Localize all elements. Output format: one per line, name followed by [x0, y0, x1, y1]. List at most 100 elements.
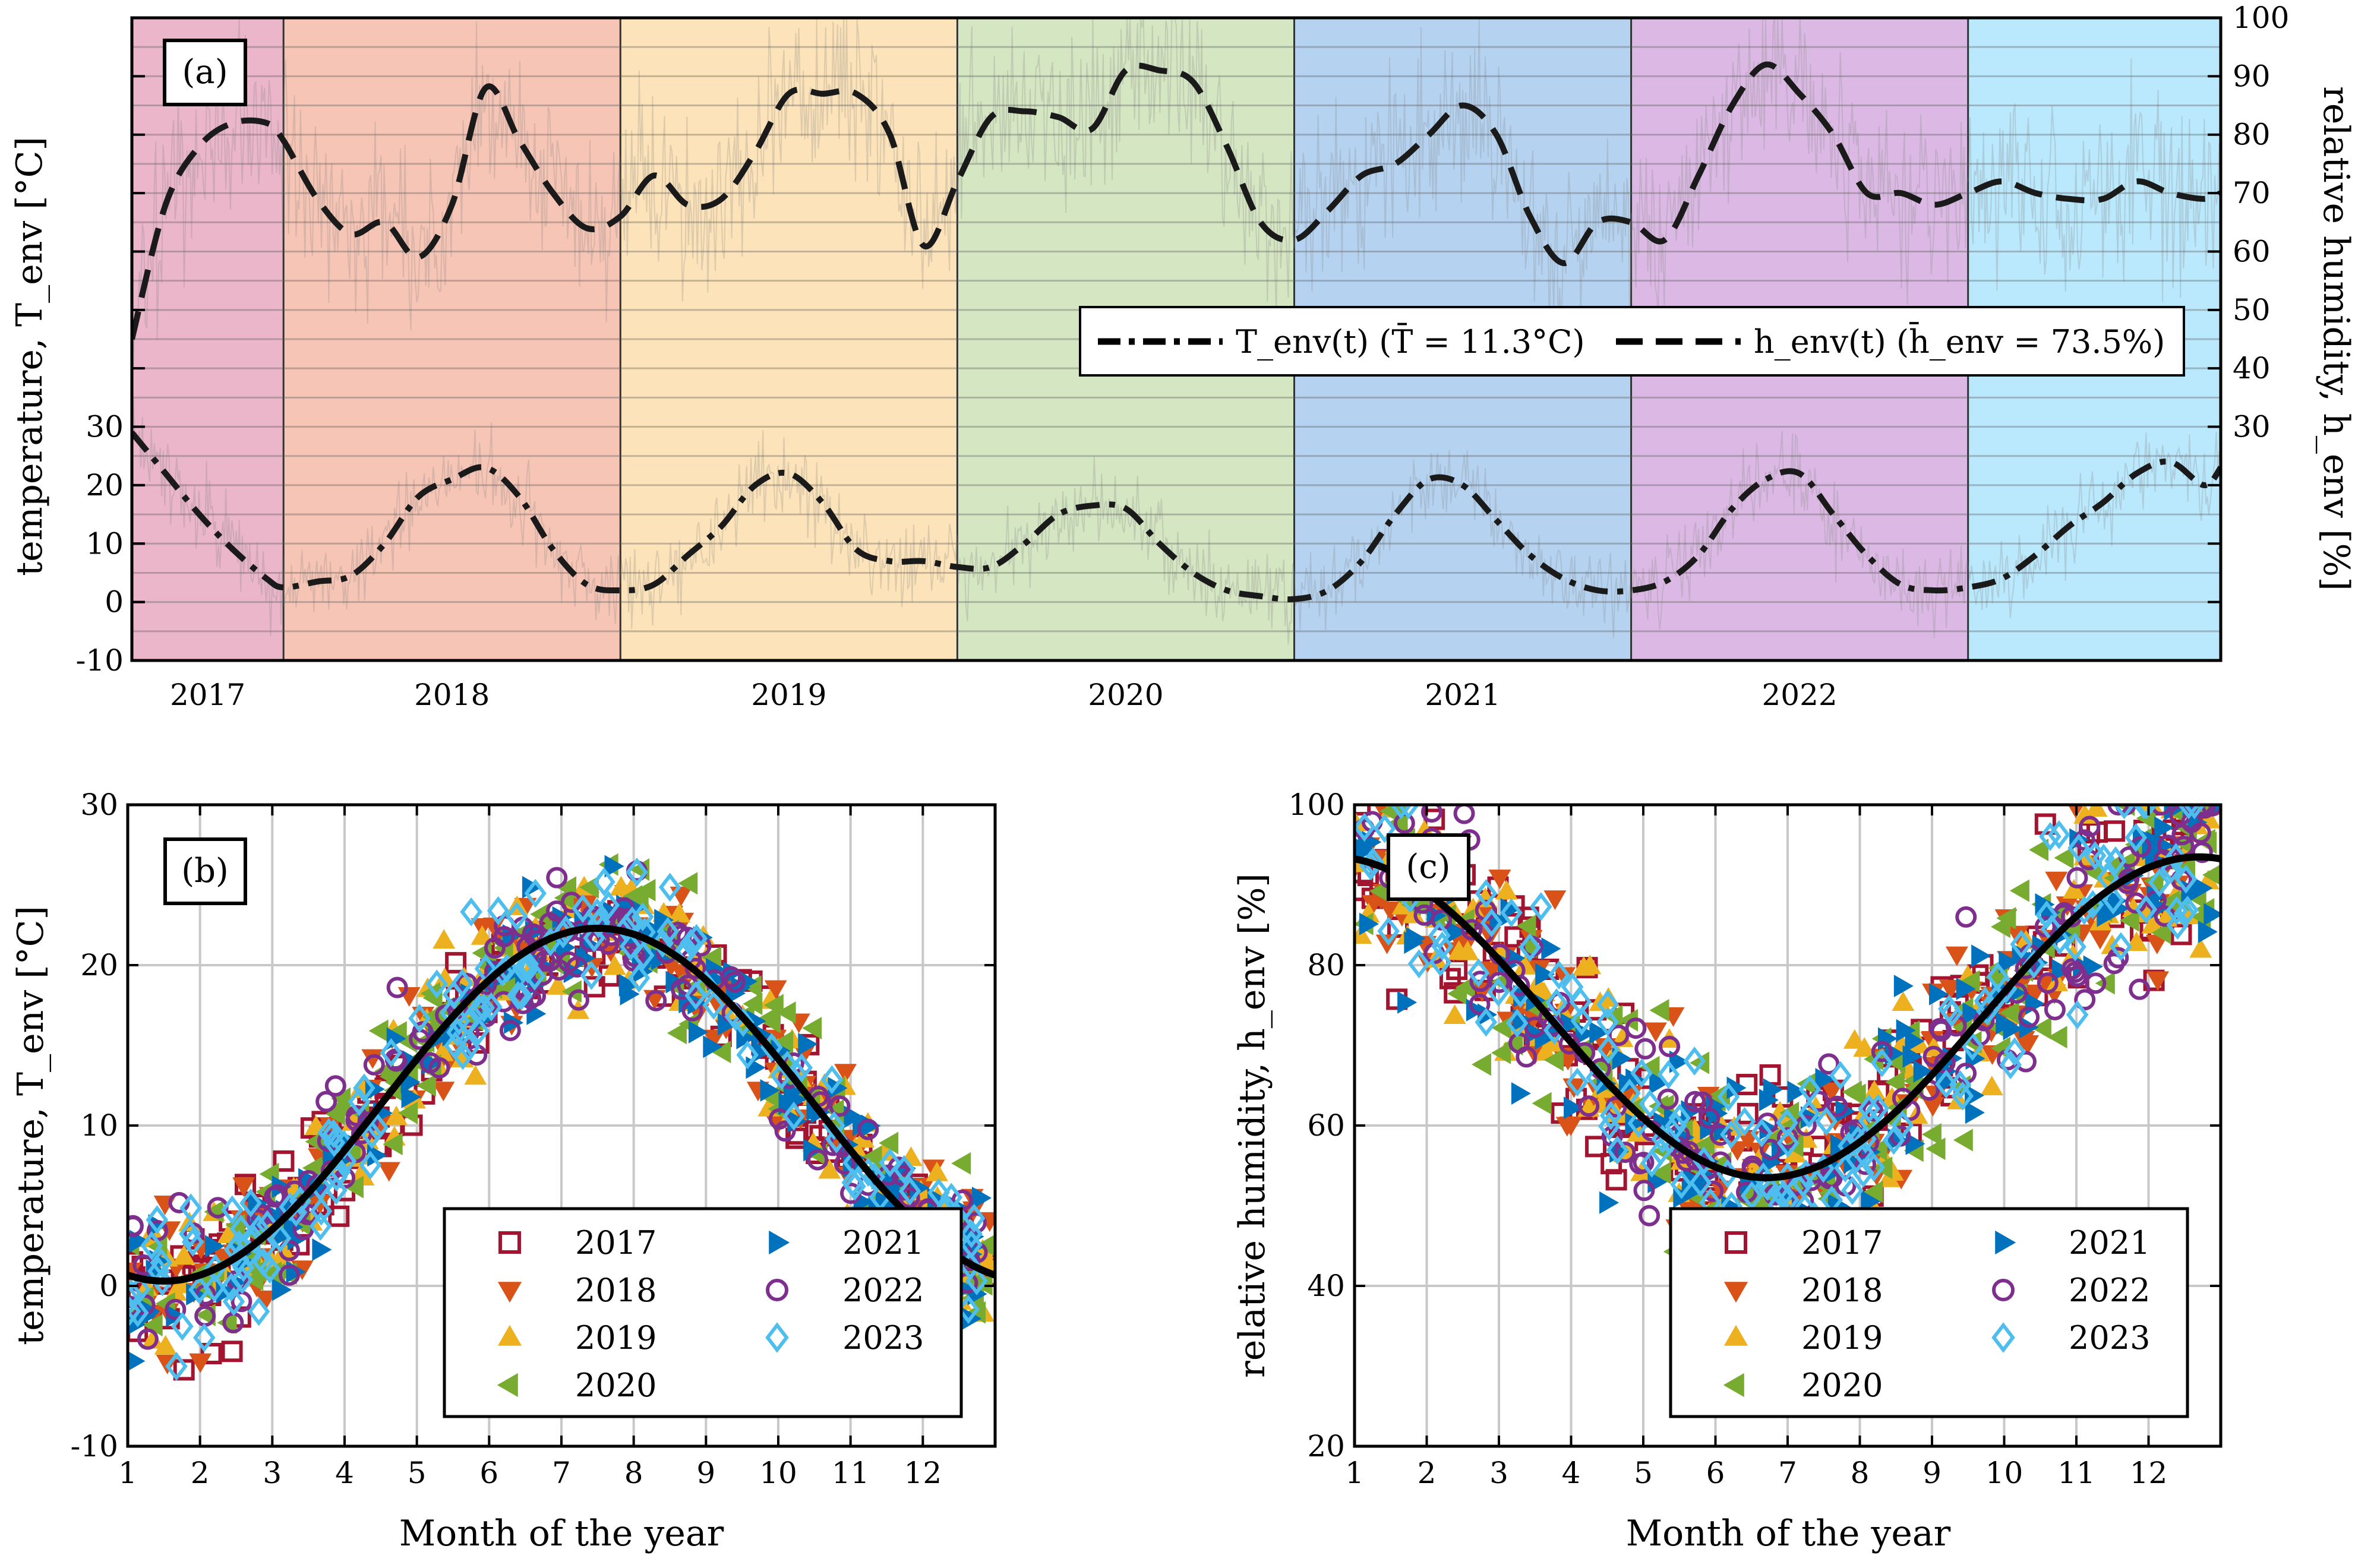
data-point-2023 — [1505, 1009, 1529, 1038]
data-point-2023 — [1882, 1126, 1905, 1155]
data-point-2022 — [1699, 1107, 1721, 1129]
panel-c-x-tick-label: 4 — [1562, 1456, 1581, 1490]
data-point-2021 — [2198, 920, 2218, 943]
panel-a-x-tick-label: 2022 — [1762, 678, 1838, 712]
data-point-2020 — [398, 1101, 418, 1124]
panel-a-right-tick-label: 30 — [2233, 410, 2271, 444]
data-point-2023 — [128, 1279, 143, 1308]
data-point-2022 — [1709, 1124, 1731, 1146]
data-point-2023 — [1750, 1118, 1773, 1147]
panel-c-x-tick-label: 8 — [1851, 1456, 1870, 1490]
panel-c-y-axis-label: relative humidity, h_env [%] — [1232, 873, 1273, 1378]
data-point-2023 — [1717, 1082, 1740, 1112]
data-point-2017 — [334, 1180, 356, 1202]
data-point-2019 — [1495, 880, 1518, 900]
data-point-2023 — [1999, 1050, 2022, 1080]
raw-trace-h-env — [132, 18, 2221, 366]
data-point-2023 — [1355, 813, 1376, 842]
data-point-2022 — [2085, 972, 2107, 994]
data-point-2018 — [189, 1353, 212, 1373]
panel-c-y-tick-label: 40 — [1307, 1269, 1345, 1303]
data-point-2023 — [510, 981, 533, 1011]
panel-a-left-tick-label: -10 — [75, 643, 124, 678]
data-point-2023 — [626, 857, 648, 887]
legend-label-2018: 2018 — [1801, 1272, 1883, 1309]
data-point-2022 — [2129, 978, 2151, 1000]
data-point-2023 — [1519, 932, 1541, 962]
panel-b-label-box: (b) — [163, 837, 247, 905]
data-point-2023 — [1475, 879, 1498, 908]
data-point-2022 — [2015, 957, 2037, 979]
data-point-2023 — [1683, 1047, 1706, 1076]
data-point-2020 — [678, 872, 698, 895]
data-point-2022 — [1469, 994, 1491, 1016]
data-point-2022 — [363, 1054, 385, 1076]
data-point-2023 — [247, 1297, 270, 1326]
data-point-2023 — [2010, 930, 2033, 959]
data-point-2020 — [761, 1010, 781, 1033]
legend-marker-2019 — [497, 1324, 522, 1346]
legend-marker-2019 — [1723, 1324, 1748, 1346]
data-point-2022 — [165, 1298, 187, 1320]
data-point-2018 — [1488, 870, 1511, 890]
data-point-2019 — [471, 925, 494, 945]
data-point-2023 — [633, 917, 656, 947]
data-point-2023 — [310, 1196, 333, 1226]
data-point-2022 — [1625, 1017, 1647, 1039]
data-point-2023 — [2110, 932, 2132, 962]
data-point-2023 — [460, 897, 482, 927]
panel-c-x-tick-label: 1 — [1345, 1456, 1364, 1490]
data-point-2017 — [2103, 820, 2125, 842]
data-point-2021 — [604, 855, 624, 878]
data-point-2022 — [1818, 1053, 1840, 1075]
data-point-2021 — [778, 1092, 798, 1115]
data-point-2022 — [2074, 989, 2096, 1011]
data-point-2023 — [1867, 1093, 1890, 1123]
data-point-2022 — [2191, 805, 2213, 815]
data-point-2020 — [1532, 1092, 1552, 1115]
panel-b-x-axis-label: Month of the year — [399, 1513, 724, 1554]
data-point-2023 — [736, 1040, 759, 1070]
data-point-2023 — [627, 963, 651, 993]
data-point-2020 — [1953, 1128, 1973, 1152]
legend-label-2023: 2023 — [2069, 1319, 2150, 1357]
data-point-2020 — [1863, 1180, 1883, 1203]
data-point-2023 — [452, 1041, 474, 1070]
data-point-2023 — [1870, 1048, 1893, 1077]
panel-b-x-tick-label: 1 — [118, 1456, 137, 1490]
data-point-2021 — [1511, 1082, 1531, 1105]
legend-label-2019: 2019 — [575, 1319, 656, 1357]
panel-a-x-tick-label: 2018 — [414, 678, 490, 712]
data-point-2023 — [2113, 805, 2136, 820]
panel-b-x-tick-label: 12 — [904, 1456, 942, 1490]
data-point-2023 — [179, 1193, 203, 1223]
panel-c-x-tick-label: 3 — [1489, 1456, 1508, 1490]
data-point-2020 — [383, 1133, 403, 1156]
data-point-2023 — [171, 1311, 194, 1341]
data-point-2023 — [1649, 1136, 1672, 1166]
data-point-2023 — [1852, 1158, 1875, 1188]
data-point-2017 — [221, 1341, 243, 1362]
data-point-2019 — [1456, 940, 1479, 960]
data-point-2020 — [2029, 838, 2049, 861]
data-point-2021 — [703, 1035, 723, 1058]
panel-b-y-tick-label: -10 — [70, 1429, 118, 1463]
year-band-2017 — [132, 18, 284, 660]
legend-label-2023: 2023 — [842, 1319, 924, 1357]
data-point-2021 — [1404, 931, 1424, 954]
data-point-2022 — [1955, 906, 1977, 928]
data-point-2023 — [2183, 805, 2206, 820]
panel-b-y-tick-label: 20 — [80, 948, 118, 982]
data-point-2018 — [1555, 1117, 1579, 1137]
data-point-2023 — [2104, 846, 2127, 875]
data-point-2022 — [1760, 1139, 1782, 1161]
data-point-2022 — [1871, 1041, 1893, 1063]
data-point-2020 — [2119, 909, 2139, 932]
data-point-2021 — [312, 1238, 332, 1262]
data-point-2021 — [2051, 959, 2072, 982]
data-point-2023 — [361, 1120, 383, 1149]
panel-b-y-axis-label: temperature, T_env [°C] — [10, 906, 52, 1345]
raw-trace-t-env — [132, 400, 2221, 645]
data-point-2021 — [1669, 1050, 1689, 1073]
data-point-2018 — [1939, 979, 1962, 1000]
